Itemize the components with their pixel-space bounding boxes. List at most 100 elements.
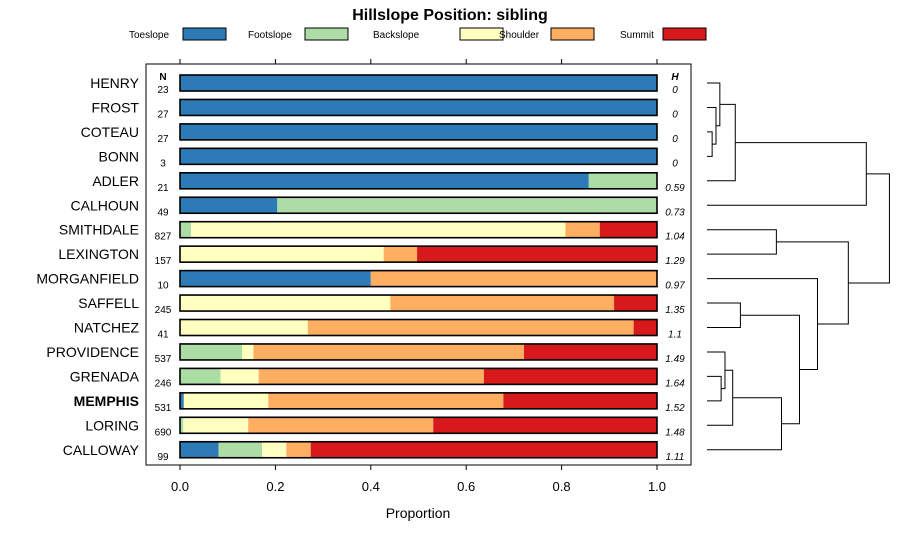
row-label: PROVIDENCE [46,344,139,360]
bar-segment-backslope [220,368,259,385]
bar-segment-backslope [190,221,566,238]
bar-segment-footslope [218,441,263,458]
dendrogram-branch [848,173,890,284]
bar-outline [179,74,658,92]
bar-segment-backslope [180,295,391,312]
legend-label-summit: Summit [620,30,654,41]
bar-segment-summit [523,343,657,360]
row-smithdale: SMITHDALE 827 1.04 [59,220,685,243]
dendrogram-branch [707,131,713,157]
n-value: 246 [155,378,172,389]
bar-outline [179,147,658,166]
bar-outline [179,392,658,410]
h-value: 0.73 [665,207,685,218]
row-frost: FROST 27 0 [92,98,678,120]
dendrogram-branch [707,103,736,182]
row-morganfield: MORGANFIELD 10 0.97 [36,269,685,292]
row-label: SMITHDALE [59,222,139,238]
bar-segment-backslope [183,392,269,409]
row-label: BONN [99,148,139,164]
bar-segment-summit [599,221,657,238]
x-tick-label: 0.2 [266,479,284,494]
h-value: 0 [672,85,678,96]
bar-segment-backslope [180,319,308,336]
bar-outline [179,172,658,190]
bar-outline [179,123,658,141]
row-calhoun: CALHOUN 49 0.73 [71,196,685,218]
row-label: NATCHEZ [74,320,140,336]
h-value: 0.97 [665,281,685,292]
row-label: MORGANFIELD [36,271,139,287]
legend: Toeslope Footslope Backslope Shoulder Summit [129,27,707,41]
bar-outline [179,245,658,263]
x-tick-label: 0.6 [457,479,475,494]
bar-outline [179,98,658,117]
row-henry: HENRY 23 0 [90,74,678,96]
bar-segment-backslope [180,246,384,263]
row-label: COTEAU [81,124,139,140]
row-label: GRENADA [70,368,140,384]
n-value: 27 [157,109,169,120]
bar-segment-summit [433,417,657,434]
dendrogram-branch [707,106,717,145]
n-value: 10 [157,281,169,292]
bar-outline [179,367,658,386]
bar-segment-toeslope [180,270,371,287]
row-label: CALHOUN [71,197,139,213]
row-saffell: SAFFELL 245 1.35 [78,294,685,316]
n-value: 157 [155,256,172,267]
bar-segment-shoulder [565,221,600,238]
bar-outline [179,220,658,239]
x-tick-label: 0.4 [362,479,380,494]
bar-segment-summit [417,246,657,263]
dendrogram-branch [707,278,818,371]
row-label: ADLER [92,173,139,189]
bar-segment-summit [483,368,657,385]
rows: HENRY 23 0 FROST 27 0 COTEAU 27 0 BONN 3 0 ADLER 21 0.… [36,74,685,463]
bar-segment-shoulder [268,392,504,409]
dendrogram [707,82,890,451]
bar-segment-shoulder [307,319,634,336]
n-value: 41 [157,330,169,341]
row-calloway: CALLOWAY 99 1.11 [63,440,684,463]
legend-swatch-footslope [304,27,349,41]
bar-segment-backslope [242,343,254,360]
dendrogram-branch [707,351,726,390]
n-value: 99 [157,452,169,463]
row-providence: PROVIDENCE 537 1.49 [46,343,685,365]
h-value: 0 [672,109,678,120]
bar-segment-toeslope [180,75,657,91]
row-label: LEXINGTON [58,246,139,262]
legend-swatch-backslope [459,27,504,41]
x-axis-title: Proportion [386,505,451,521]
n-value: 21 [157,183,169,194]
dendrogram-branch [740,314,800,425]
h-value: 1.1 [668,330,682,341]
bar-outline [179,269,658,288]
n-value: 3 [160,158,166,169]
plot-frame [145,63,692,466]
x-tick-label: 1.0 [648,479,666,494]
bar-segment-shoulder [286,441,311,458]
bar-outline [179,318,658,337]
row-natchez: NATCHEZ 41 1.1 [74,318,682,341]
legend-swatch-toeslope [182,27,227,41]
bar-segment-toeslope [180,441,219,458]
n-value: 27 [157,134,169,145]
bar-segment-footslope [180,221,191,238]
legend-label-backslope: Backslope [373,30,420,41]
bar-segment-toeslope [180,99,657,116]
h-value: 0 [672,158,678,169]
n-value: 690 [155,427,172,438]
x-tick-label: 0.0 [171,479,189,494]
bar-segment-footslope [180,343,243,360]
bar-segment-shoulder [253,343,524,360]
bar-segment-shoulder [383,246,418,263]
row-label: FROST [92,99,140,115]
bar-segment-toeslope [180,148,657,165]
bar-segment-footslope [277,197,657,214]
dendrogram-branch [707,142,867,206]
bar-segment-shoulder [258,368,484,385]
legend-swatch-shoulder [550,27,595,41]
n-value: 827 [155,232,172,243]
